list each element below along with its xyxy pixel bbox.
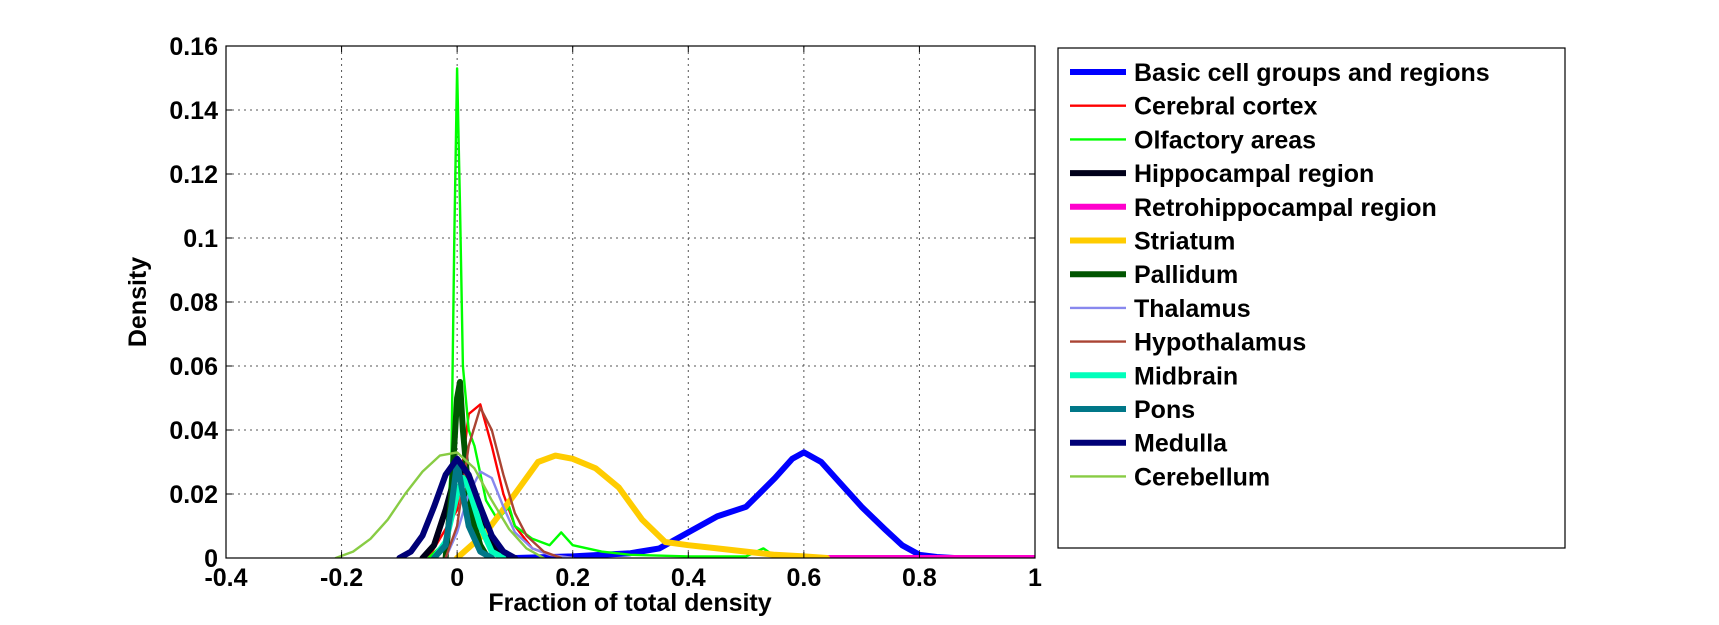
legend-items: Basic cell groups and regions Cerebral co… xyxy=(1070,59,1490,491)
legend-label: Pons xyxy=(1134,396,1195,424)
series-line-6 xyxy=(454,452,830,558)
y-tick-label: 0.04 xyxy=(169,417,218,445)
legend: Basic cell groups and regions Cerebral co… xyxy=(1057,47,1566,549)
legend-label: Cerebral cortex xyxy=(1134,93,1318,121)
x-tick-label: 0.8 xyxy=(902,564,937,592)
x-axis-label: Fraction of total density xyxy=(488,589,771,617)
y-tick-label: 0 xyxy=(204,545,218,573)
legend-label: Striatum xyxy=(1134,228,1235,256)
series-line-3 xyxy=(427,67,806,558)
series-line-8 xyxy=(444,470,574,558)
legend-box xyxy=(1057,47,1566,549)
y-axis-ticks: 0 0.02 0.04 0.06 0.08 0.1 0.12 0.14 0.16 xyxy=(169,33,1035,573)
x-tick-label: -0.4 xyxy=(204,564,247,592)
x-axis-ticks: -0.4 -0.2 0 0.2 0.4 0.6 0.8 1 xyxy=(204,46,1042,592)
legend-label: Pallidum xyxy=(1134,261,1238,289)
x-tick-label: 0.6 xyxy=(786,564,821,592)
x-tick-label: 0 xyxy=(450,564,464,592)
x-tick-label: 0.2 xyxy=(555,564,590,592)
legend-label: Medulla xyxy=(1134,430,1228,458)
legend-label: Olfactory areas xyxy=(1134,126,1316,154)
legend-label: Basic cell groups and regions xyxy=(1134,59,1490,87)
series-line-11 xyxy=(431,459,495,558)
series-line-12 xyxy=(396,455,518,558)
legend-label: Hypothalamus xyxy=(1134,329,1306,357)
y-tick-label: 0.08 xyxy=(169,289,218,317)
plot-area xyxy=(226,46,1035,558)
y-tick-label: 0.16 xyxy=(169,33,218,61)
legend-label: Hippocampal region xyxy=(1134,160,1374,188)
legend-label: Retrohippocampal region xyxy=(1134,194,1437,222)
series-line-1 xyxy=(511,449,958,558)
y-tick-label: 0.14 xyxy=(169,97,218,125)
y-axis-label: Density xyxy=(124,257,152,347)
x-tick-label: 0.4 xyxy=(671,564,706,592)
x-tick-label: 1 xyxy=(1028,564,1042,592)
y-tick-label: 0.06 xyxy=(169,353,218,381)
series-line-13 xyxy=(334,451,545,558)
legend-label: Midbrain xyxy=(1134,362,1238,390)
x-tick-label: -0.2 xyxy=(320,564,363,592)
y-tick-label: 0.12 xyxy=(169,161,218,189)
y-tick-label: 0.1 xyxy=(183,225,218,253)
y-tick-label: 0.02 xyxy=(169,481,218,509)
legend-label: Cerebellum xyxy=(1134,463,1270,491)
legend-label: Thalamus xyxy=(1134,295,1251,323)
series-layer xyxy=(334,67,1035,558)
